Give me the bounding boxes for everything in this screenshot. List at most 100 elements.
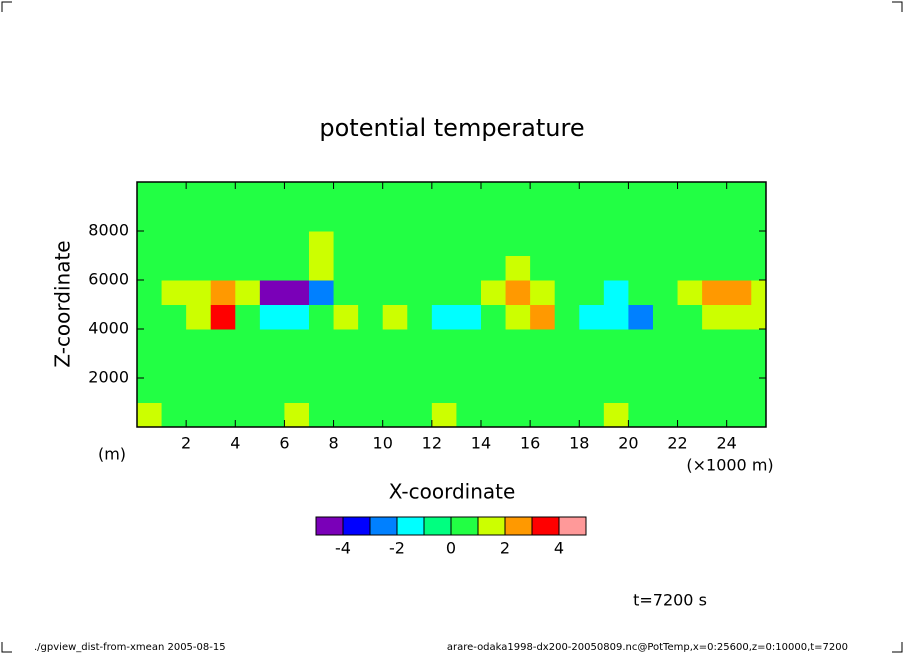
contour-cell	[505, 280, 531, 305]
contour-cell	[579, 304, 605, 330]
contour-cell	[358, 353, 384, 379]
contour-cell	[210, 378, 236, 403]
contour-cell	[628, 402, 654, 427]
contour-cell	[358, 378, 384, 403]
contour-cell	[603, 304, 629, 330]
contour-cell	[751, 206, 766, 232]
contour-cell	[333, 255, 359, 281]
contour-cell	[677, 231, 703, 256]
contour-cell	[186, 206, 212, 232]
contour-cell	[235, 182, 261, 207]
contour-cell	[259, 182, 285, 207]
contour-cell	[382, 353, 408, 379]
contour-cell	[677, 304, 703, 330]
contour-cell	[333, 231, 359, 256]
contour-cell	[702, 304, 728, 330]
contour-cell	[554, 182, 580, 207]
contour-cell	[235, 304, 261, 330]
colorbar-cell	[396, 516, 425, 536]
contour-cell	[628, 206, 654, 232]
contour-cell	[505, 402, 531, 427]
contour-cell	[284, 378, 310, 403]
contour-cell	[308, 329, 335, 354]
contour-cell	[456, 353, 482, 379]
contour-cell	[603, 329, 629, 354]
contour-cell	[308, 182, 335, 207]
contour-cell	[751, 280, 766, 305]
contour-cell	[137, 304, 163, 330]
contour-cell	[308, 378, 335, 403]
contour-cell	[554, 402, 580, 427]
contour-cell	[505, 182, 531, 207]
contour-cell	[677, 206, 703, 232]
contour-cell	[456, 402, 482, 427]
contour-cell	[308, 402, 335, 427]
plot-frame	[136, 181, 767, 428]
contour-cell	[505, 231, 531, 256]
contour-cell	[677, 255, 703, 281]
contour-cell	[382, 378, 408, 403]
contour-cell	[456, 304, 482, 330]
contour-cell	[726, 353, 752, 379]
contour-cell	[726, 378, 752, 403]
contour-cell	[554, 353, 580, 379]
contour-cell	[382, 329, 408, 354]
contour-cell	[579, 402, 605, 427]
contour-cell	[456, 329, 482, 354]
contour-cell	[530, 182, 556, 207]
contour-cell	[407, 280, 433, 305]
contour-cell	[407, 304, 433, 330]
contour-cell	[726, 255, 752, 281]
contour-cell	[210, 182, 236, 207]
contour-cell	[259, 329, 285, 354]
contour-cell	[480, 353, 507, 379]
contour-cell	[431, 329, 457, 354]
contour-cell	[554, 280, 580, 305]
contour-cell	[358, 206, 384, 232]
contour-cell	[407, 182, 433, 207]
contour-cell	[505, 329, 531, 354]
contour-cell	[480, 402, 507, 427]
contour-cell	[628, 304, 654, 330]
contour-cell	[333, 206, 359, 232]
colorbar-cell	[531, 516, 560, 536]
contour-cell	[382, 304, 408, 330]
contour-cell	[161, 304, 187, 330]
contour-cell	[284, 280, 310, 305]
colorbar-cell	[450, 516, 479, 536]
contour-cell	[677, 329, 703, 354]
contour-cell	[456, 231, 482, 256]
contour-cell	[603, 402, 629, 427]
contour-cell	[259, 255, 285, 281]
contour-cell	[652, 206, 679, 232]
contour-cell	[382, 182, 408, 207]
contour-cell	[652, 182, 679, 207]
contour-cell	[603, 378, 629, 403]
contour-cell	[137, 378, 163, 403]
contour-cell	[652, 329, 679, 354]
contour-cell	[333, 182, 359, 207]
colorbar-cell	[558, 516, 587, 536]
contour-cell	[480, 231, 507, 256]
footer-right: arare-odaka1998-dx200-20050809.nc@PotTem…	[447, 642, 848, 653]
contour-cell	[382, 206, 408, 232]
contour-cell	[284, 231, 310, 256]
x-tick-label: 6	[279, 434, 289, 453]
contour-cell	[186, 378, 212, 403]
contour-cell	[751, 353, 766, 379]
contour-cell	[480, 304, 507, 330]
contour-cell	[530, 329, 556, 354]
contour-cell	[333, 353, 359, 379]
contour-cell	[235, 255, 261, 281]
contour-cell	[751, 329, 766, 354]
contour-cell	[554, 255, 580, 281]
contour-cell	[358, 329, 384, 354]
contour-cell	[431, 402, 457, 427]
contour-cell	[186, 182, 212, 207]
contour-cell	[652, 353, 679, 379]
contour-cell	[480, 280, 507, 305]
contour-cell	[726, 206, 752, 232]
contour-cell	[210, 304, 236, 330]
contour-cell	[505, 255, 531, 281]
